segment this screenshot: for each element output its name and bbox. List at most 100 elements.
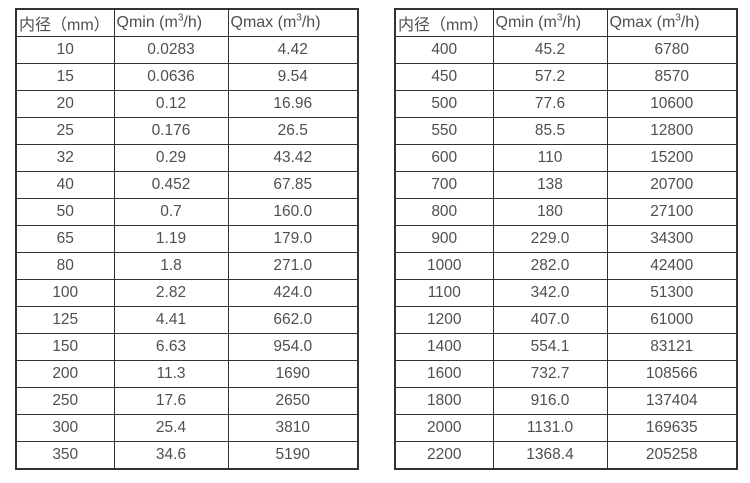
qmax-cell: 169635	[606, 414, 738, 442]
table-row: 1400 554.1 83121	[394, 333, 738, 361]
table-row: 800 180 27100	[394, 198, 738, 226]
qmax-cell: 424.0	[227, 279, 359, 307]
qmin-cell: 57.2	[492, 63, 608, 91]
qmax-cell: 662.0	[227, 306, 359, 334]
qmin-cell: 0.12	[113, 90, 229, 118]
diameter-cell: 200	[15, 360, 115, 388]
table-row: 300 25.4 3810	[15, 414, 359, 442]
diameter-cell: 20	[15, 90, 115, 118]
diameter-cell: 500	[394, 90, 494, 118]
qmax-cell: 61000	[606, 306, 738, 334]
qmax-cell: 160.0	[227, 198, 359, 226]
qmax-cell: 12800	[606, 117, 738, 145]
qmin-cell: 0.7	[113, 198, 229, 226]
qmax-cell: 34300	[606, 225, 738, 253]
qmin-cell: 1.8	[113, 252, 229, 280]
table-row: 32 0.29 43.42	[15, 144, 359, 172]
qmax-cell: 3810	[227, 414, 359, 442]
table-row: 1100 342.0 51300	[394, 279, 738, 307]
qmax-cell: 5190	[227, 441, 359, 470]
diameter-cell: 125	[15, 306, 115, 334]
qmin-cell: 0.176	[113, 117, 229, 145]
diameter-cell: 350	[15, 441, 115, 470]
qmax-cell: 26.5	[227, 117, 359, 145]
diameter-cell: 1100	[394, 279, 494, 307]
diameter-cell: 100	[15, 279, 115, 307]
table-row: 550 85.5 12800	[394, 117, 738, 145]
diameter-cell: 32	[15, 144, 115, 172]
qmax-cell: 1690	[227, 360, 359, 388]
diameter-cell: 1000	[394, 252, 494, 280]
col-header-qmin: Qmin (m3/h)	[113, 8, 229, 37]
qmax-cell: 10600	[606, 90, 738, 118]
diameter-cell: 450	[394, 63, 494, 91]
qmin-cell: 34.6	[113, 441, 229, 470]
qmin-cell: 916.0	[492, 387, 608, 415]
qmin-cell: 1368.4	[492, 441, 608, 470]
diameter-cell: 40	[15, 171, 115, 199]
qmin-cell: 732.7	[492, 360, 608, 388]
qmax-cell: 2650	[227, 387, 359, 415]
table-row: 1000 282.0 42400	[394, 252, 738, 280]
qmin-cell: 0.0283	[113, 36, 229, 64]
qmin-cell: 407.0	[492, 306, 608, 334]
diameter-cell: 700	[394, 171, 494, 199]
qmax-cell: 137404	[606, 387, 738, 415]
table-body: 400 45.2 6780 450 57.2 8570 500 77.6 10600 550 85.…	[394, 36, 738, 470]
table-row: 350 34.6 5190	[15, 441, 359, 470]
table-row: 150 6.63 954.0	[15, 333, 359, 361]
qmin-cell: 138	[492, 171, 608, 199]
qmin-cell: 1131.0	[492, 414, 608, 442]
diameter-cell: 800	[394, 198, 494, 226]
table-row: 500 77.6 10600	[394, 90, 738, 118]
qmin-cell: 110	[492, 144, 608, 172]
qmin-cell: 554.1	[492, 333, 608, 361]
diameter-cell: 400	[394, 36, 494, 64]
diameter-cell: 65	[15, 225, 115, 253]
table-row: 125 4.41 662.0	[15, 306, 359, 334]
diameter-cell: 15	[15, 63, 115, 91]
diameter-cell: 10	[15, 36, 115, 64]
diameter-cell: 2200	[394, 441, 494, 470]
col-header-qmax: Qmax (m3/h)	[606, 8, 738, 37]
qmax-cell: 20700	[606, 171, 738, 199]
qmax-cell: 51300	[606, 279, 738, 307]
diameter-cell: 250	[15, 387, 115, 415]
table-row: 20 0.12 16.96	[15, 90, 359, 118]
table-row: 2200 1368.4 205258	[394, 441, 738, 470]
qmax-cell: 4.42	[227, 36, 359, 64]
header-row: 内径（mm） Qmin (m3/h) Qmax (m3/h)	[394, 8, 738, 37]
diameter-cell: 50	[15, 198, 115, 226]
flow-spec-table-small-diameters: 内径（mm） Qmin (m3/h) Qmax (m3/h) 10 0.0283 4…	[15, 8, 359, 470]
table-row: 1600 732.7 108566	[394, 360, 738, 388]
qmax-cell: 27100	[606, 198, 738, 226]
diameter-cell: 550	[394, 117, 494, 145]
qmin-cell: 25.4	[113, 414, 229, 442]
qmin-cell: 85.5	[492, 117, 608, 145]
qmax-cell: 108566	[606, 360, 738, 388]
qmax-cell: 205258	[606, 441, 738, 470]
table-row: 200 11.3 1690	[15, 360, 359, 388]
qmax-cell: 179.0	[227, 225, 359, 253]
qmin-cell: 11.3	[113, 360, 229, 388]
qmin-cell: 1.19	[113, 225, 229, 253]
diameter-cell: 25	[15, 117, 115, 145]
diameter-cell: 1600	[394, 360, 494, 388]
table-row: 50 0.7 160.0	[15, 198, 359, 226]
diameter-cell: 1400	[394, 333, 494, 361]
diameter-cell: 1200	[394, 306, 494, 334]
qmin-cell: 0.452	[113, 171, 229, 199]
qmin-cell: 282.0	[492, 252, 608, 280]
diameter-cell: 900	[394, 225, 494, 253]
table-row: 1200 407.0 61000	[394, 306, 738, 334]
table-row: 600 110 15200	[394, 144, 738, 172]
table-row: 65 1.19 179.0	[15, 225, 359, 253]
qmax-cell: 271.0	[227, 252, 359, 280]
diameter-cell: 300	[15, 414, 115, 442]
qmin-cell: 342.0	[492, 279, 608, 307]
qmax-cell: 6780	[606, 36, 738, 64]
diameter-cell: 1800	[394, 387, 494, 415]
table-row: 100 2.82 424.0	[15, 279, 359, 307]
qmax-cell: 83121	[606, 333, 738, 361]
qmax-cell: 67.85	[227, 171, 359, 199]
